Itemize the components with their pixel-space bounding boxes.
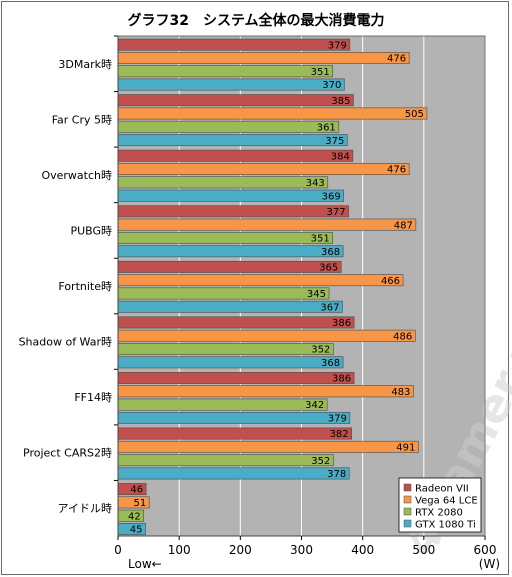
bar-7-1 xyxy=(117,440,419,453)
legend-swatch-1 xyxy=(403,495,412,504)
legend-swatch-0 xyxy=(403,483,412,492)
data-label-5-1: 486 xyxy=(393,331,412,342)
bar-7-3 xyxy=(117,467,350,480)
data-label-1-3: 375 xyxy=(325,136,344,147)
data-label-3-3: 368 xyxy=(321,247,340,258)
category-label-8: アイドル時 xyxy=(58,502,112,515)
data-label-2-1: 476 xyxy=(387,165,406,176)
category-label-7: Project CARS2時 xyxy=(23,447,112,460)
legend-swatch-3 xyxy=(403,519,412,528)
data-label-1-0: 385 xyxy=(331,96,350,107)
bar-7-2 xyxy=(117,454,334,467)
data-label-8-2: 42 xyxy=(128,511,141,522)
data-label-0-1: 476 xyxy=(387,54,406,65)
data-label-1-1: 505 xyxy=(405,109,424,120)
bar-5-0 xyxy=(117,316,355,329)
bar-3-2 xyxy=(117,231,333,244)
bar-3-3 xyxy=(117,245,344,258)
data-label-0-2: 351 xyxy=(311,67,330,78)
data-label-4-0: 365 xyxy=(319,263,338,274)
data-label-0-0: 379 xyxy=(328,40,347,51)
x-tick-label-3: 300 xyxy=(290,543,313,557)
bar-3-1 xyxy=(117,218,417,231)
category-label-2: Overwatch時 xyxy=(41,169,112,182)
bar-0-3 xyxy=(117,78,345,91)
x-tick-label-2: 200 xyxy=(229,543,252,557)
data-label-2-0: 384 xyxy=(331,151,350,162)
legend-label-2: RTX 2080 xyxy=(415,508,463,519)
bar-5-1 xyxy=(117,329,416,342)
data-label-3-2: 351 xyxy=(311,234,330,245)
data-label-4-1: 466 xyxy=(381,276,400,287)
bar-6-1 xyxy=(117,385,414,398)
legend-swatch-2 xyxy=(403,507,412,516)
legend-label-1: Vega 64 LCE xyxy=(415,496,478,507)
data-label-6-3: 379 xyxy=(328,414,347,425)
bar-4-0 xyxy=(117,260,342,273)
bar-2-3 xyxy=(117,189,345,202)
data-label-7-0: 382 xyxy=(330,429,349,440)
data-label-4-3: 367 xyxy=(320,302,339,313)
data-label-5-2: 352 xyxy=(311,345,330,356)
bar-4-3 xyxy=(117,300,343,313)
data-label-1-2: 361 xyxy=(317,122,336,133)
data-label-8-0: 46 xyxy=(130,485,143,496)
data-label-0-3: 370 xyxy=(322,80,341,91)
bar-2-1 xyxy=(117,163,410,176)
bar-7-0 xyxy=(117,427,352,440)
bar-0-2 xyxy=(117,65,333,78)
chart-title: グラフ32 システム全体の最大消費電力 xyxy=(127,13,385,29)
data-label-8-1: 51 xyxy=(133,498,146,509)
category-label-3: PUBG時 xyxy=(70,224,112,237)
x-tick-label-6: 600 xyxy=(474,543,497,557)
legend-label-3: GTX 1080 Ti xyxy=(415,520,476,531)
bar-5-3 xyxy=(117,356,344,369)
data-label-2-2: 343 xyxy=(306,178,325,189)
bar-1-3 xyxy=(117,134,348,147)
bar-4-2 xyxy=(117,287,330,300)
data-label-3-0: 377 xyxy=(327,207,346,218)
category-label-1: Far Cry 5時 xyxy=(52,113,112,126)
x-direction-label: Low← xyxy=(128,557,162,571)
data-label-7-2: 352 xyxy=(311,456,330,467)
bar-1-2 xyxy=(117,120,340,133)
category-label-5: Shadow of War時 xyxy=(19,336,112,349)
data-label-5-3: 368 xyxy=(321,358,340,369)
x-unit-label: (W) xyxy=(479,557,500,571)
bar-0-0 xyxy=(117,38,351,51)
legend-label-0: Radeon VII xyxy=(415,484,469,495)
bar-0-1 xyxy=(117,51,410,64)
bar-4-1 xyxy=(117,274,404,287)
bar-6-0 xyxy=(117,372,355,384)
bar-2-0 xyxy=(117,149,354,162)
x-tick-label-5: 500 xyxy=(412,543,435,557)
bar-5-2 xyxy=(117,343,334,355)
data-label-8-3: 45 xyxy=(130,525,143,536)
bar-1-1 xyxy=(117,107,428,120)
category-label-0: 3DMark時 xyxy=(58,58,112,71)
bar-6-3 xyxy=(117,411,351,424)
category-label-6: FF14時 xyxy=(74,391,112,404)
data-label-3-1: 487 xyxy=(394,220,413,231)
x-tick-label-4: 400 xyxy=(351,543,374,557)
bar-1-0 xyxy=(117,94,354,107)
data-label-5-0: 386 xyxy=(332,318,351,329)
legend-box xyxy=(398,477,482,533)
data-label-7-3: 378 xyxy=(327,469,346,480)
bar-2-2 xyxy=(117,176,329,189)
data-label-6-2: 342 xyxy=(305,400,324,411)
bar-3-0 xyxy=(117,205,349,218)
category-label-4: Fortnite時 xyxy=(58,280,112,293)
x-tick-label-0: 0 xyxy=(114,543,122,557)
data-label-2-3: 369 xyxy=(322,191,341,202)
data-label-4-2: 345 xyxy=(307,289,326,300)
data-label-6-1: 483 xyxy=(391,387,410,398)
x-tick-label-1: 100 xyxy=(168,543,191,557)
bar-6-2 xyxy=(117,398,328,411)
data-label-7-1: 491 xyxy=(396,442,415,453)
data-label-6-0: 386 xyxy=(332,374,351,385)
